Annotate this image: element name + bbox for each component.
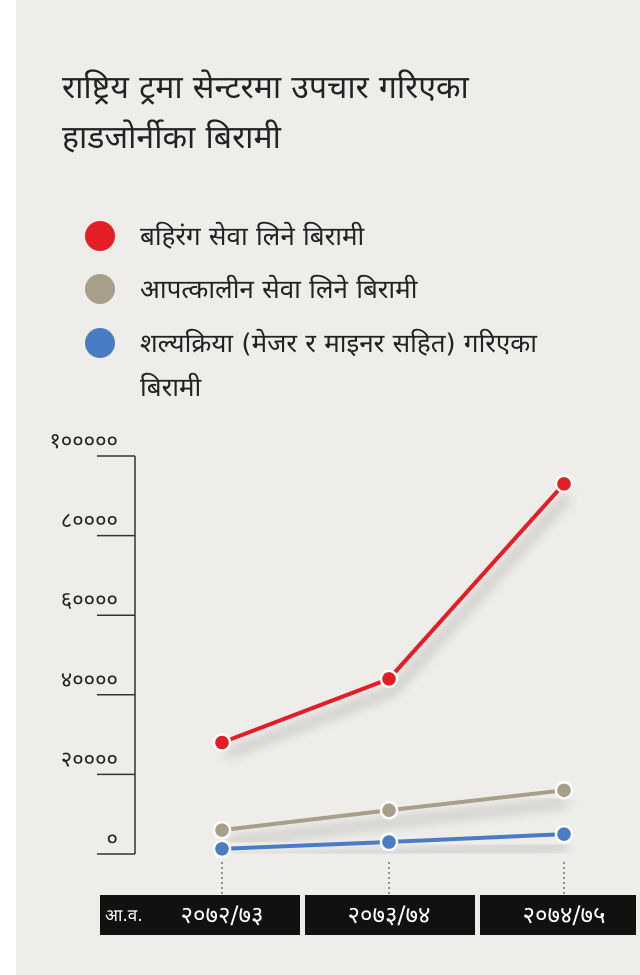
panel bbox=[16, 0, 640, 975]
y-tick-label: ८०००० bbox=[61, 509, 118, 534]
chart-title: राष्ट्रिय ट्रमा सेन्टरमा उपचार गरिएका हा… bbox=[62, 68, 469, 156]
legend-item: बहिरंग सेवा लिने बिरामी bbox=[85, 215, 555, 259]
legend-swatch bbox=[85, 328, 115, 358]
x-tick-label: २०७२/७३ bbox=[181, 901, 264, 929]
legend-label: शल्यक्रिया (मेजर र माइनर सहित) गरिएका बि… bbox=[140, 329, 538, 403]
legend-item: आपत्कालीन सेवा लिने बिरामी bbox=[85, 268, 555, 312]
x-label-box bbox=[305, 895, 475, 935]
x-axis-label: आ.व. bbox=[105, 906, 143, 926]
data-point bbox=[379, 669, 399, 689]
legend-item: शल्यक्रिया (मेजर र माइनर सहित) गरिएका बि… bbox=[85, 322, 555, 410]
y-tick-label: ४०००० bbox=[61, 668, 118, 693]
data-point bbox=[212, 820, 232, 840]
legend-swatch bbox=[85, 274, 115, 304]
y-tick-label: ६०००० bbox=[61, 588, 118, 613]
x-tick-label: २०७४/७५ bbox=[523, 901, 606, 929]
data-point bbox=[554, 781, 574, 800]
data-point bbox=[554, 824, 574, 844]
x-label-box bbox=[100, 895, 300, 935]
data-point bbox=[554, 474, 574, 494]
series-line bbox=[221, 482, 566, 745]
legend-swatch bbox=[85, 221, 115, 251]
y-tick-label: २०००० bbox=[61, 747, 118, 772]
legend-label: बहिरंग सेवा लिने बिरामी bbox=[140, 222, 365, 252]
x-tick-label: २०७३/७४ bbox=[348, 901, 431, 929]
data-point bbox=[379, 800, 399, 820]
data-point bbox=[212, 839, 232, 859]
x-label-box bbox=[480, 895, 636, 935]
data-point bbox=[212, 733, 232, 752]
y-tick-label: ० bbox=[107, 827, 118, 852]
y-tick-label: १००००० bbox=[49, 429, 118, 454]
data-point bbox=[379, 832, 399, 852]
legend-label: आपत्कालीन सेवा लिने बिरामी bbox=[140, 275, 418, 305]
